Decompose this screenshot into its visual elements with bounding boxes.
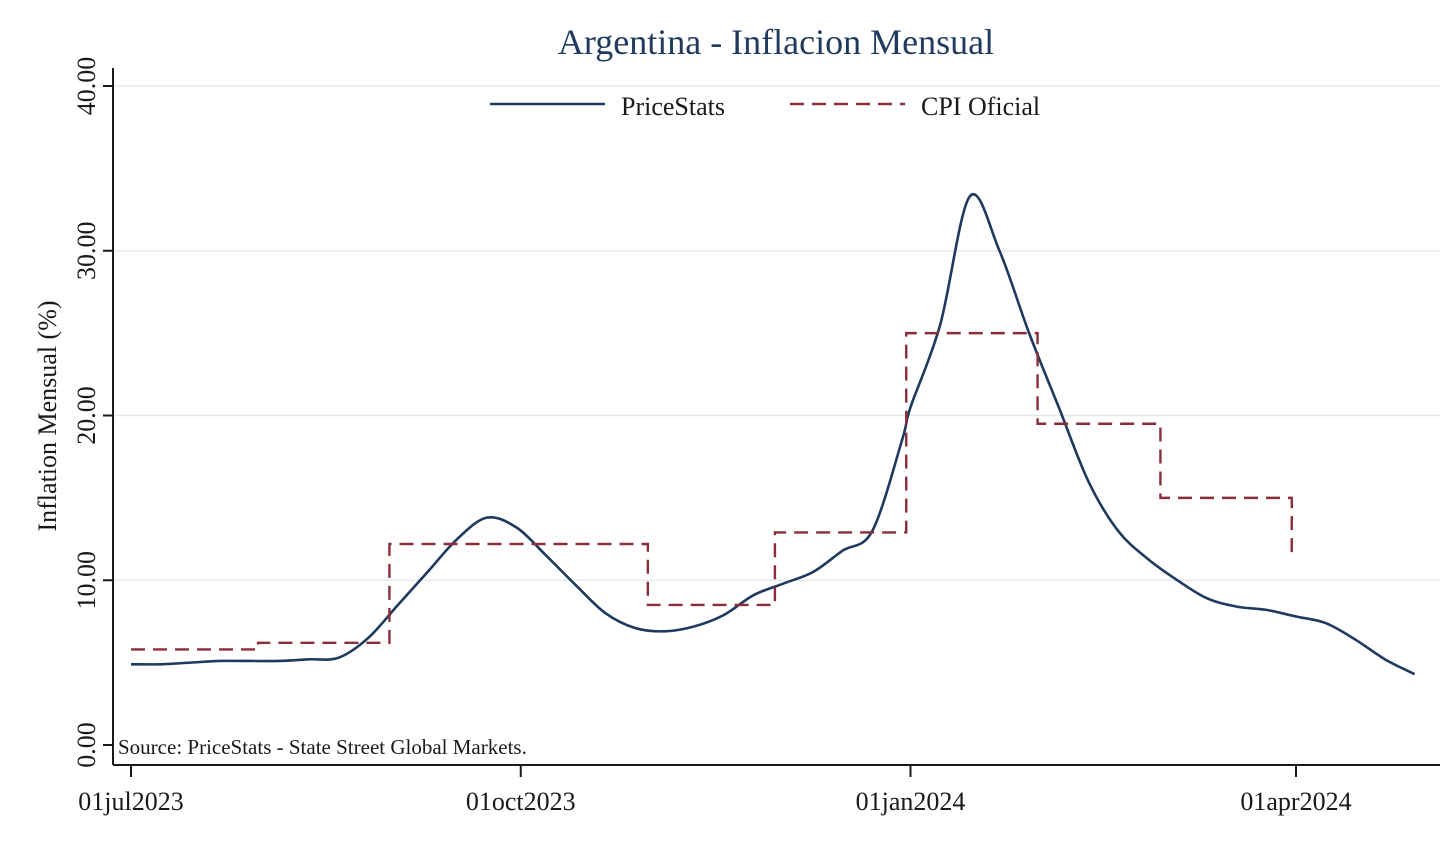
- gridlines: [113, 85, 1440, 581]
- x-tick-label: 01jan2024: [856, 787, 966, 816]
- y-tick-label: 10.00: [72, 551, 101, 610]
- x-tick-label: 01oct2023: [466, 787, 576, 816]
- x-tick-label: 01jul2023: [78, 787, 183, 816]
- legend-label-pricestats: PriceStats: [621, 92, 725, 121]
- source-note: Source: PriceStats - State Street Global…: [118, 735, 527, 759]
- y-tick-label: 30.00: [72, 222, 101, 281]
- y-ticks: 0.00 10.00 20.00 30.00 40.00: [72, 57, 113, 768]
- x-tick-label: 01apr2024: [1240, 787, 1351, 816]
- y-tick-label: 40.00: [72, 57, 101, 116]
- series-line-cpi-oficial: [131, 331, 1296, 651]
- legend-label-cpi-oficial: CPI Oficial: [921, 92, 1040, 121]
- y-tick-label: 20.00: [72, 386, 101, 445]
- legend: PriceStats CPI Oficial: [490, 92, 1040, 121]
- y-axis-label: Inflation Mensual (%): [33, 300, 62, 531]
- series-line-pricestats: [130, 192, 1416, 676]
- y-tick-label: 0.00: [72, 722, 101, 768]
- chart-title: Argentina - Inflacion Mensual: [558, 22, 994, 62]
- series: [130, 192, 1416, 676]
- x-ticks: 01jul2023 01oct2023 01jan2024 01apr2024: [78, 765, 1352, 816]
